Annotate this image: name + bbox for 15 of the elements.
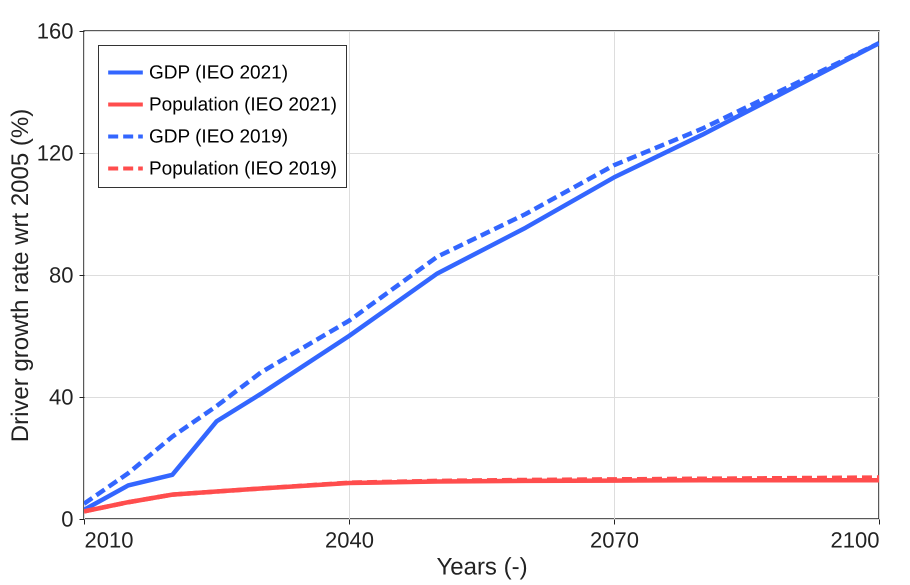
y-tick-label: 160 [36, 18, 74, 44]
legend-label: GDP (IEO 2021) [149, 62, 288, 84]
legend-label: Population (IEO 2021) [149, 94, 338, 116]
x-tick-label: 2100 [830, 528, 880, 552]
y-tick-label: 120 [36, 140, 74, 166]
y-tick-label: 0 [61, 506, 74, 532]
x-tick-label: 2070 [590, 528, 639, 552]
legend-label: GDP (IEO 2019) [149, 126, 288, 148]
x-axis-title: Years (-) [436, 554, 528, 580]
y-tick-label: 80 [49, 262, 74, 288]
y-tick-label: 40 [49, 384, 74, 410]
y-axis-title: Driver growth rate wrt 2005 (%) [6, 108, 34, 442]
x-tick-label: 2040 [325, 528, 374, 552]
x-tick-label: 2010 [84, 528, 134, 552]
legend-label: Population (IEO 2019) [149, 158, 338, 180]
